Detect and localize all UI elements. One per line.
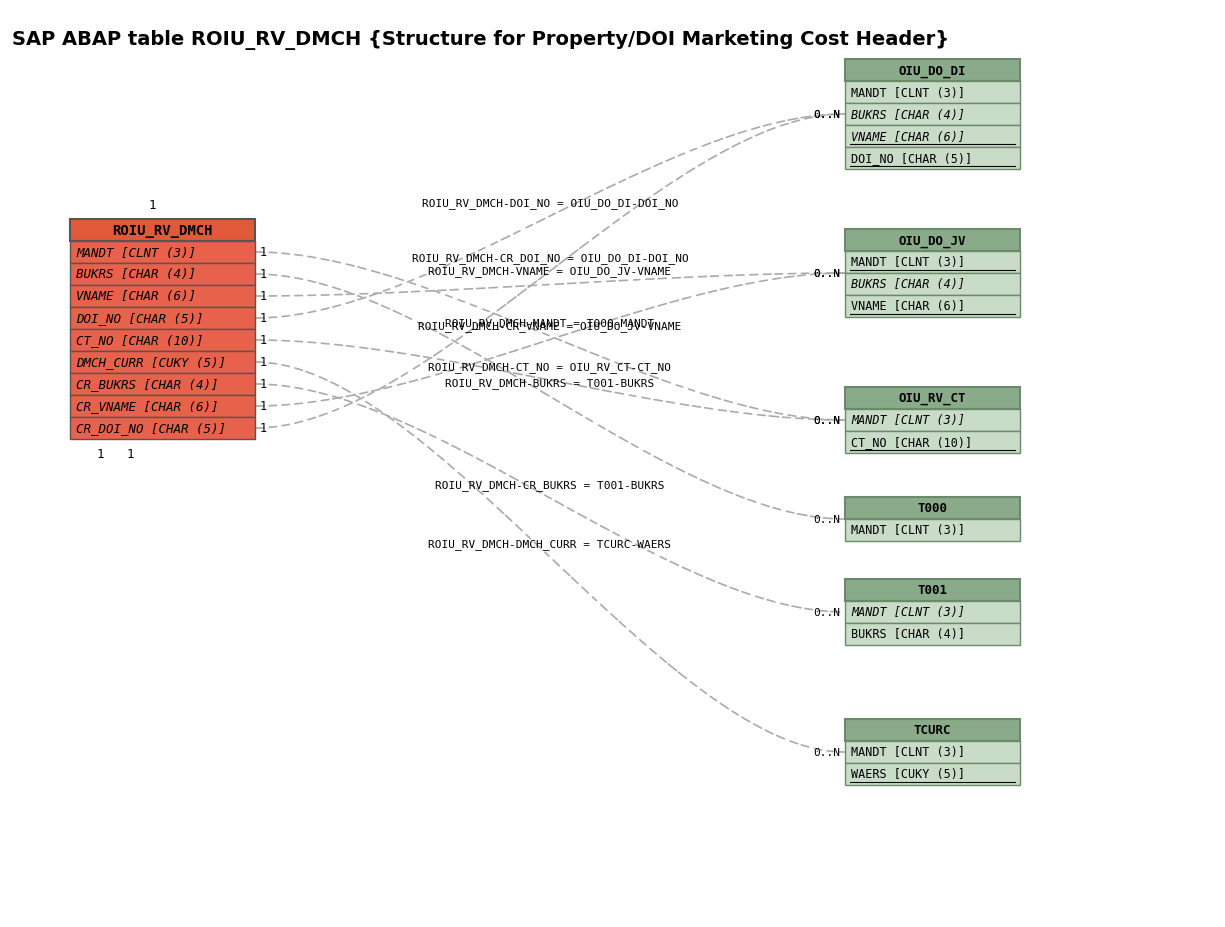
Bar <box>845 498 1020 519</box>
Text: VNAME [CHAR (6)]: VNAME [CHAR (6)] <box>851 131 965 144</box>
Text: BUKRS [CHAR (4)]: BUKRS [CHAR (4)] <box>851 108 965 121</box>
Text: ROIU_RV_DMCH-CR_VNAME = OIU_DO_JV-VNAME: ROIU_RV_DMCH-CR_VNAME = OIU_DO_JV-VNAME <box>419 322 681 332</box>
Text: ROIU_RV_DMCH-CT_NO = OIU_RV_CT-CT_NO: ROIU_RV_DMCH-CT_NO = OIU_RV_CT-CT_NO <box>429 362 671 373</box>
Text: TCURC: TCURC <box>914 724 952 737</box>
Bar <box>70 263 255 286</box>
Text: 1: 1 <box>260 334 267 347</box>
Text: MANDT [CLNT (3)]: MANDT [CLNT (3)] <box>851 745 965 758</box>
Bar <box>845 519 1020 541</box>
Text: BUKRS [CHAR (4)]: BUKRS [CHAR (4)] <box>76 268 196 281</box>
Text: CT_NO [CHAR (10)]: CT_NO [CHAR (10)] <box>851 436 973 449</box>
Text: MANDT [CLNT (3)]: MANDT [CLNT (3)] <box>851 524 965 537</box>
Text: ROIU_RV_DMCH-DMCH_CURR = TCURC-WAERS: ROIU_RV_DMCH-DMCH_CURR = TCURC-WAERS <box>429 539 671 550</box>
Text: 0..N: 0..N <box>813 607 840 617</box>
Bar <box>845 763 1020 785</box>
Bar <box>70 330 255 351</box>
Bar <box>70 220 255 242</box>
Text: 0..N: 0..N <box>813 110 840 120</box>
Bar <box>70 374 255 396</box>
Text: 1: 1 <box>260 268 267 281</box>
Bar <box>845 82 1020 104</box>
Text: 0..N: 0..N <box>813 110 840 120</box>
Text: DOI_NO [CHAR (5)]: DOI_NO [CHAR (5)] <box>851 152 973 165</box>
Text: MANDT [CLNT (3)]: MANDT [CLNT (3)] <box>851 86 965 99</box>
Text: CR_VNAME [CHAR (6)]: CR_VNAME [CHAR (6)] <box>76 400 218 413</box>
Text: MANDT [CLNT (3)]: MANDT [CLNT (3)] <box>851 256 965 269</box>
Text: 0..N: 0..N <box>813 747 840 757</box>
Text: 0..N: 0..N <box>813 269 840 279</box>
Text: 1: 1 <box>260 400 267 413</box>
Bar <box>845 147 1020 170</box>
Text: SAP ABAP table ROIU_RV_DMCH {Structure for Property/DOI Marketing Cost Header}: SAP ABAP table ROIU_RV_DMCH {Structure f… <box>12 30 949 50</box>
Bar <box>845 273 1020 296</box>
Text: 0..N: 0..N <box>813 415 840 425</box>
Text: OIU_DO_JV: OIU_DO_JV <box>899 235 967 248</box>
Text: OIU_RV_CT: OIU_RV_CT <box>899 392 967 405</box>
Text: DOI_NO [CHAR (5)]: DOI_NO [CHAR (5)] <box>76 312 203 325</box>
Text: 1: 1 <box>260 247 267 260</box>
Text: MANDT [CLNT (3)]: MANDT [CLNT (3)] <box>851 414 965 427</box>
Bar <box>845 104 1020 126</box>
Text: WAERS [CUKY (5)]: WAERS [CUKY (5)] <box>851 768 965 781</box>
Text: 1: 1 <box>260 312 267 325</box>
Text: 1: 1 <box>97 448 104 461</box>
Text: 1: 1 <box>260 356 267 369</box>
Bar <box>845 742 1020 763</box>
Bar <box>845 579 1020 602</box>
Text: 1: 1 <box>260 290 267 303</box>
Text: DMCH_CURR [CUKY (5)]: DMCH_CURR [CUKY (5)] <box>76 356 225 369</box>
Bar <box>845 602 1020 623</box>
Text: CT_NO [CHAR (10)]: CT_NO [CHAR (10)] <box>76 334 203 347</box>
Text: 0..N: 0..N <box>813 514 840 525</box>
Bar <box>70 396 255 417</box>
Bar <box>845 230 1020 252</box>
Bar <box>845 623 1020 645</box>
Text: T000: T000 <box>918 502 947 514</box>
Text: BUKRS [CHAR (4)]: BUKRS [CHAR (4)] <box>851 628 965 641</box>
Text: 1: 1 <box>260 422 267 435</box>
Bar <box>70 417 255 439</box>
Text: ROIU_RV_DMCH-CR_BUKRS = T001-BUKRS: ROIU_RV_DMCH-CR_BUKRS = T001-BUKRS <box>435 479 665 490</box>
Bar <box>70 351 255 374</box>
Bar <box>845 126 1020 147</box>
Bar <box>845 432 1020 453</box>
Bar <box>845 296 1020 318</box>
Bar <box>845 387 1020 410</box>
Bar <box>70 286 255 308</box>
Text: T001: T001 <box>918 584 947 597</box>
Text: 1: 1 <box>148 198 157 211</box>
Bar <box>845 719 1020 742</box>
Text: VNAME [CHAR (6)]: VNAME [CHAR (6)] <box>76 290 196 303</box>
Text: 1: 1 <box>126 448 134 461</box>
Text: ROIU_RV_DMCH-MANDT = T000-MANDT: ROIU_RV_DMCH-MANDT = T000-MANDT <box>446 318 654 329</box>
Text: ROIU_RV_DMCH-BUKRS = T001-BUKRS: ROIU_RV_DMCH-BUKRS = T001-BUKRS <box>446 378 654 389</box>
Text: VNAME [CHAR (6)]: VNAME [CHAR (6)] <box>851 300 965 313</box>
Text: 0..N: 0..N <box>813 415 840 425</box>
Bar <box>70 242 255 263</box>
Text: MANDT [CLNT (3)]: MANDT [CLNT (3)] <box>851 606 965 619</box>
Bar <box>845 252 1020 273</box>
Text: CR_BUKRS [CHAR (4)]: CR_BUKRS [CHAR (4)] <box>76 378 218 391</box>
Text: CR_DOI_NO [CHAR (5)]: CR_DOI_NO [CHAR (5)] <box>76 422 225 435</box>
Text: ROIU_RV_DMCH: ROIU_RV_DMCH <box>113 223 213 237</box>
Text: OIU_DO_DI: OIU_DO_DI <box>899 65 967 78</box>
Text: MANDT [CLNT (3)]: MANDT [CLNT (3)] <box>76 247 196 260</box>
Bar <box>70 308 255 330</box>
Bar <box>845 60 1020 82</box>
Text: ROIU_RV_DMCH-VNAME = OIU_DO_JV-VNAME: ROIU_RV_DMCH-VNAME = OIU_DO_JV-VNAME <box>429 266 671 277</box>
Text: 0..N: 0..N <box>813 269 840 279</box>
Text: ROIU_RV_DMCH-CR_DOI_NO = OIU_DO_DI-DOI_NO: ROIU_RV_DMCH-CR_DOI_NO = OIU_DO_DI-DOI_N… <box>412 253 688 263</box>
Bar <box>845 410 1020 432</box>
Text: ROIU_RV_DMCH-DOI_NO = OIU_DO_DI-DOI_NO: ROIU_RV_DMCH-DOI_NO = OIU_DO_DI-DOI_NO <box>421 197 679 209</box>
Text: 1: 1 <box>260 378 267 391</box>
Text: BUKRS [CHAR (4)]: BUKRS [CHAR (4)] <box>851 278 965 291</box>
